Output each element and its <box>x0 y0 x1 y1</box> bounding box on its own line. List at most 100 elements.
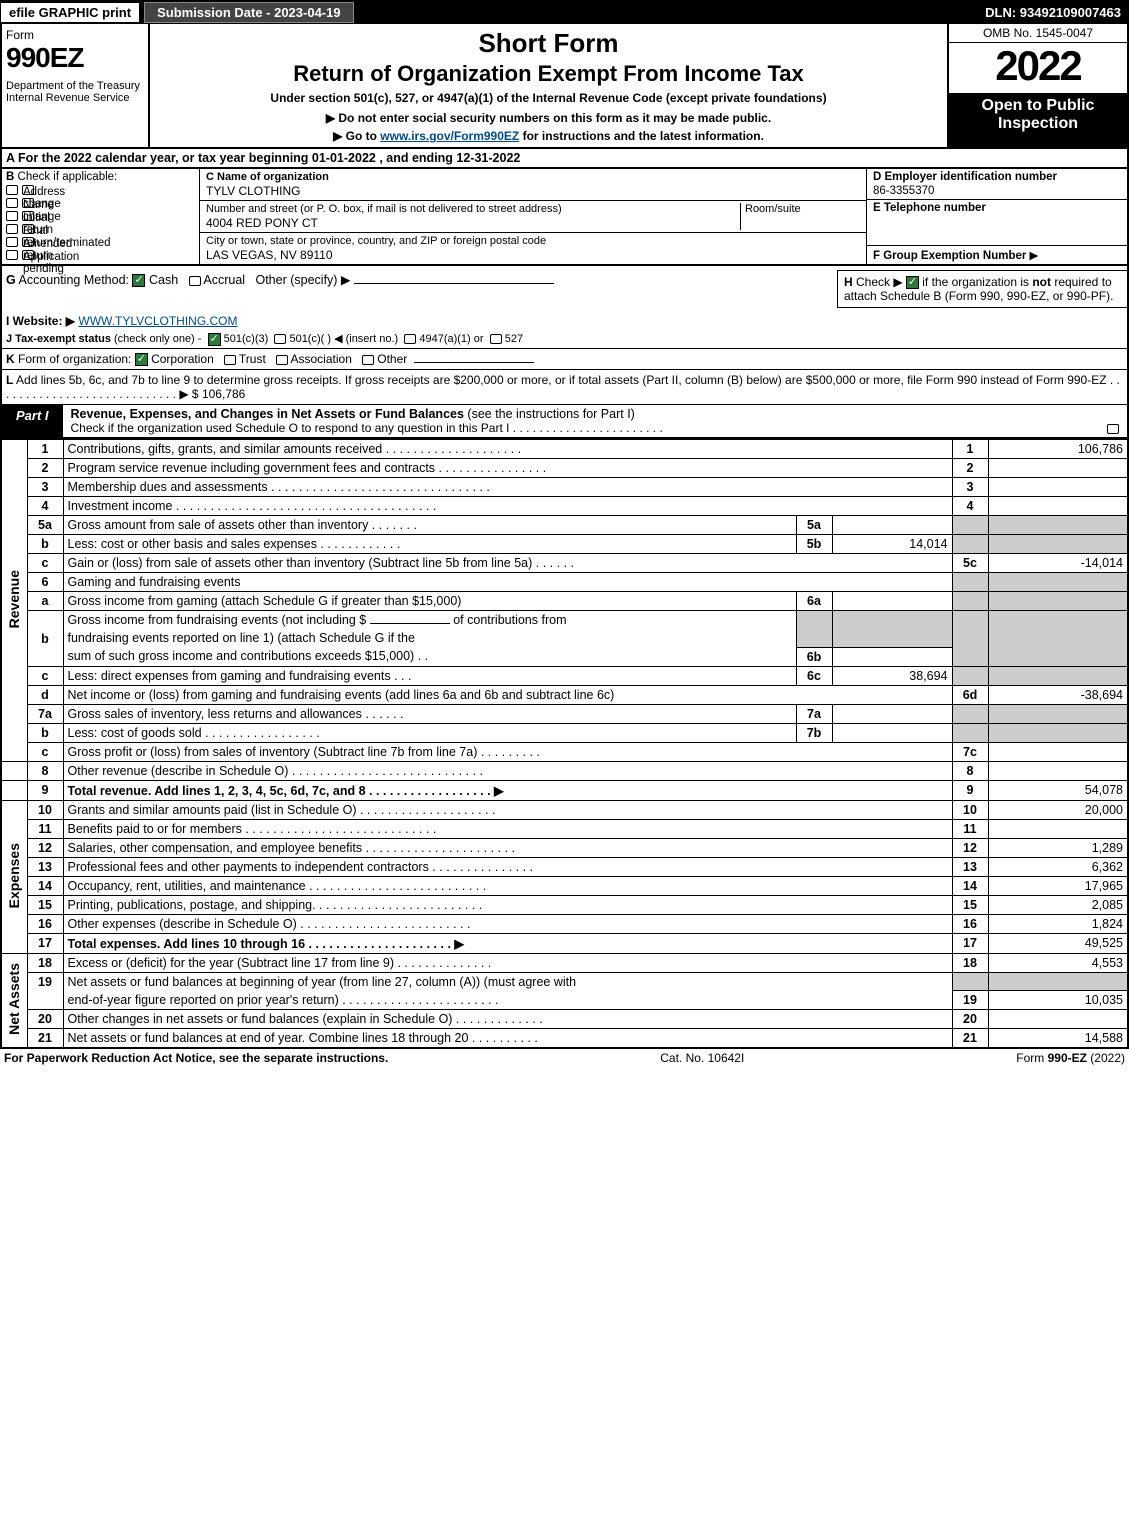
form-title: Return of Organization Exempt From Incom… <box>158 61 939 87</box>
h-text2: if the organization is <box>922 275 1032 289</box>
line-19-2: end-of-year figure reported on prior yea… <box>1 991 1128 1010</box>
chk-initial-return[interactable]: Initial return <box>6 210 195 222</box>
chk-cash[interactable] <box>132 274 145 287</box>
part-i-check-line: Check if the organization used Schedule … <box>71 421 663 435</box>
chk-501c3[interactable] <box>208 333 221 346</box>
form-subtitle: Under section 501(c), 527, or 4947(a)(1)… <box>158 91 939 105</box>
chk-527[interactable] <box>490 334 502 344</box>
footer-right: Form 990-EZ (2022) <box>1016 1051 1125 1065</box>
line-17: 17 Total expenses. Add lines 10 through … <box>1 933 1128 953</box>
chk-assoc[interactable] <box>276 355 288 365</box>
line-13: 13 Professional fees and other payments … <box>1 857 1128 876</box>
line-5c: c Gain or (loss) from sale of assets oth… <box>1 554 1128 573</box>
part-i-header: Part I Revenue, Expenses, and Changes in… <box>0 405 1129 439</box>
line-12: 12 Salaries, other compensation, and emp… <box>1 838 1128 857</box>
chk-schedule-o[interactable] <box>1107 424 1119 434</box>
chk-address-change[interactable]: Address change <box>6 184 195 196</box>
l1-rv: 106,786 <box>988 440 1128 459</box>
chk-other-org[interactable] <box>362 355 374 365</box>
street-value: 4004 RED PONY CT <box>206 216 740 230</box>
opt-527: 527 <box>505 333 523 345</box>
website-link[interactable]: WWW.TYLVCLOTHING.COM <box>78 314 237 328</box>
line-3: 3 Membership dues and assessments . . . … <box>1 478 1128 497</box>
chk-pending[interactable]: Application pending <box>6 249 195 261</box>
line-6c: c Less: direct expenses from gaming and … <box>1 666 1128 685</box>
efile-label: efile GRAPHIC print <box>0 2 140 23</box>
contrib-amount-input[interactable] <box>370 623 450 624</box>
footer-center: Cat. No. 10642I <box>388 1051 1016 1065</box>
section-b: B Check if applicable: Address change Na… <box>2 169 200 264</box>
k-text: Form of organization: <box>15 352 135 366</box>
b-check-label: Check if applicable: <box>18 171 118 183</box>
room-label: Room/suite <box>740 203 860 230</box>
f-arrow: ▶ <box>1030 250 1039 262</box>
data-table: Revenue 1 Contributions, gifts, grants, … <box>0 439 1129 1049</box>
line-5a: 5a Gross amount from sale of assets othe… <box>1 516 1128 535</box>
line-11: 11 Benefits paid to or for members . . .… <box>1 819 1128 838</box>
line-2: 2 Program service revenue including gove… <box>1 459 1128 478</box>
line-1: Revenue 1 Contributions, gifts, grants, … <box>1 440 1128 459</box>
dln-label: DLN: 93492109007463 <box>985 5 1129 20</box>
opt-trust: Trust <box>239 352 266 366</box>
h-label: H <box>844 275 853 289</box>
chk-name-change[interactable]: Name change <box>6 197 195 209</box>
j-label: J Tax-exempt status <box>6 333 111 345</box>
l1-desc: Contributions, gifts, grants, and simila… <box>63 440 952 459</box>
row-k-org-form: K Form of organization: Corporation Trus… <box>0 348 1129 369</box>
link-post: for instructions and the latest informat… <box>519 129 764 143</box>
chk-schedule-b[interactable] <box>906 276 919 289</box>
line-19-1: 19 Net assets or fund balances at beginn… <box>1 972 1128 991</box>
ssn-note: ▶ Do not enter social security numbers o… <box>158 111 939 125</box>
h-not: not <box>1032 275 1051 289</box>
header-center: Short Form Return of Organization Exempt… <box>150 24 947 147</box>
row-a-label: A <box>6 151 15 165</box>
other-input[interactable] <box>354 283 554 284</box>
g-text: Accounting Method: <box>16 273 133 287</box>
l1-rn: 1 <box>952 440 988 459</box>
revenue-side-label: Revenue <box>1 440 27 762</box>
chk-accrual[interactable] <box>189 276 201 286</box>
section-h: H Check ▶ if the organization is not req… <box>837 270 1127 308</box>
part-i-title-box: Revenue, Expenses, and Changes in Net As… <box>63 405 1127 437</box>
d-label: D Employer identification number <box>873 171 1121 183</box>
f-label: F Group Exemption Number <box>873 250 1026 262</box>
page-footer: For Paperwork Reduction Act Notice, see … <box>0 1049 1129 1067</box>
line-6d: d Net income or (loss) from gaming and f… <box>1 685 1128 704</box>
top-bar: efile GRAPHIC print Submission Date - 20… <box>0 0 1129 24</box>
row-gh: G Accounting Method: Cash Accrual Other … <box>0 266 1129 312</box>
i-label: I Website: ▶ <box>6 314 75 328</box>
opt-corp: Corporation <box>151 352 214 366</box>
other-org-input[interactable] <box>414 362 534 363</box>
footer-left: For Paperwork Reduction Act Notice, see … <box>4 1051 388 1065</box>
open-inspection: Open to Public Inspection <box>949 93 1127 147</box>
line-6: 6 Gaming and fundraising events <box>1 573 1128 592</box>
section-g: G Accounting Method: Cash Accrual Other … <box>2 266 837 312</box>
chk-4947[interactable] <box>404 334 416 344</box>
row-a-text: For the 2022 calendar year, or tax year … <box>15 151 521 165</box>
line-10: Expenses 10 Grants and similar amounts p… <box>1 800 1128 819</box>
line-7b: b Less: cost of goods sold . . . . . . .… <box>1 723 1128 742</box>
chk-corp[interactable] <box>135 353 148 366</box>
header-left: Form 990EZ Department of the Treasury In… <box>2 24 150 147</box>
g-label: G <box>6 273 16 287</box>
line-5b: b Less: cost or other basis and sales ex… <box>1 535 1128 554</box>
line-18: Net Assets 18 Excess or (deficit) for th… <box>1 953 1128 972</box>
irs-link[interactable]: www.irs.gov/Form990EZ <box>380 129 519 143</box>
dept-label: Department of the Treasury Internal Reve… <box>6 80 144 104</box>
part-i-label: Part I <box>2 405 63 437</box>
other-label: Other (specify) ▶ <box>255 273 350 287</box>
k-label: K <box>6 352 15 366</box>
short-form-title: Short Form <box>158 28 939 59</box>
line-7a: 7a Gross sales of inventory, less return… <box>1 704 1128 723</box>
street-label: Number and street (or P. O. box, if mail… <box>206 203 740 215</box>
row-l-gross-receipts: L Add lines 5b, 6c, and 7b to line 9 to … <box>0 369 1129 405</box>
city-value: LAS VEGAS, NV 89110 <box>206 248 860 262</box>
c-name-label: C Name of organization <box>206 171 860 183</box>
chk-trust[interactable] <box>224 355 236 365</box>
opt-501c: 501(c)( ) ◀ (insert no.) <box>289 333 398 345</box>
chk-501c[interactable] <box>274 334 286 344</box>
city-label: City or town, state or province, country… <box>206 235 860 247</box>
chk-final-return[interactable]: Final return/terminated <box>6 223 195 235</box>
form-header: Form 990EZ Department of the Treasury In… <box>0 24 1129 149</box>
section-def: D Employer identification number 86-3355… <box>867 169 1127 264</box>
